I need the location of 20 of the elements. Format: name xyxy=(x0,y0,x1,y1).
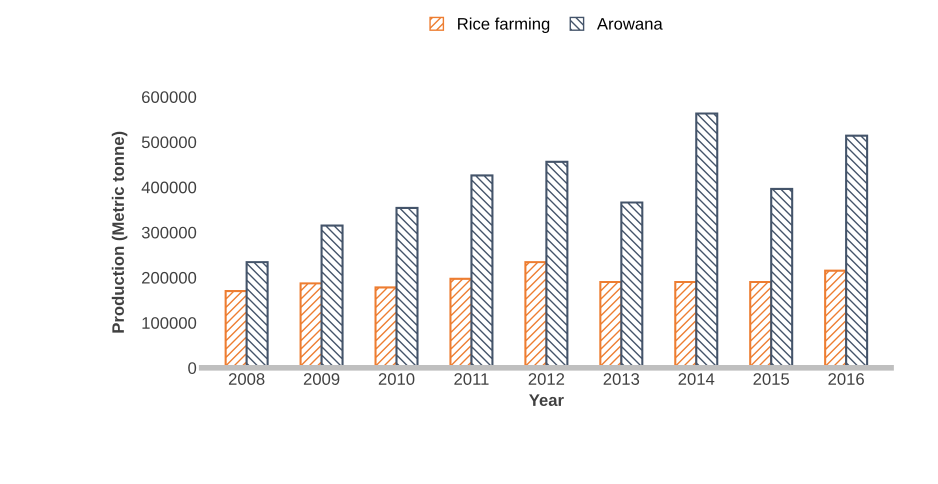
x-tick-label: 2008 xyxy=(228,373,264,385)
y-tick-label: 400000 xyxy=(142,182,196,194)
x-axis-title: Year xyxy=(529,394,564,406)
y-tick-label: 100000 xyxy=(142,317,196,329)
x-tick-label: 2009 xyxy=(304,373,340,385)
y-tick-label: 0 xyxy=(188,362,196,374)
x-tick-label: 2013 xyxy=(604,373,640,385)
y-tick-label: 600000 xyxy=(142,91,196,104)
x-tick-label: 2010 xyxy=(378,373,414,385)
x-tick-label: 2014 xyxy=(678,373,714,385)
legend-label: Rice farming xyxy=(458,17,550,34)
x-tick-label: 2016 xyxy=(828,373,864,385)
legend-label: Arowana xyxy=(596,18,663,30)
x-tick-label: 2011 xyxy=(454,373,489,385)
y-axis-title: Production (Metric tonne) xyxy=(112,132,128,333)
x-tick-label: 2015 xyxy=(754,373,790,385)
y-tick-label: 500000 xyxy=(142,136,196,148)
y-tick-label: 200000 xyxy=(142,272,196,284)
x-tick-label: 2012 xyxy=(528,373,564,385)
y-tick-label: 300000 xyxy=(142,226,196,239)
